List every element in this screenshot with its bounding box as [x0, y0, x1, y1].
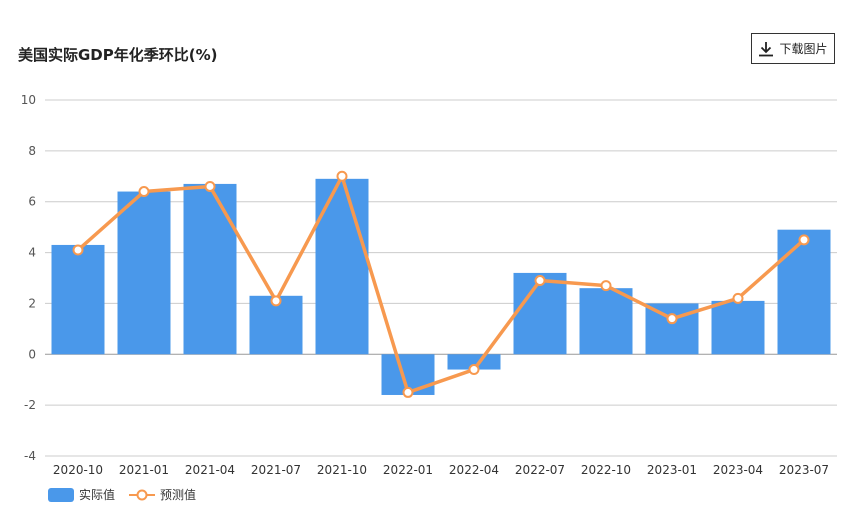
download-icon	[759, 41, 774, 56]
forecast-point-2022-01	[402, 386, 414, 398]
x-axis: 2020-10 2021-01 2021-04 2021-07 2021-10 2022-…	[53, 463, 829, 477]
y-tick-label: 6	[28, 195, 36, 209]
x-tick-label: 2023-07	[779, 463, 829, 477]
legend-item-forecast[interactable]: 预测值	[129, 486, 196, 503]
y-tick-label: 4	[28, 246, 36, 260]
forecast-point-2021-04	[204, 180, 216, 192]
bar-2020-10	[51, 244, 105, 355]
x-tick-label: 2020-10	[53, 463, 103, 477]
grid-lines	[45, 99, 837, 457]
bar-2022-10	[579, 288, 633, 355]
legend-label-actual: 实际值	[79, 488, 116, 502]
y-tick-label: -4	[24, 449, 36, 463]
y-tick-label: 8	[28, 144, 36, 158]
legend-line-swatch	[129, 489, 156, 500]
forecast-point-2023-07	[798, 234, 810, 246]
forecast-point-2022-04	[468, 364, 480, 376]
y-tick-label: 10	[21, 93, 36, 107]
download-label: 下载图片	[779, 42, 828, 56]
x-tick-label: 2021-01	[119, 463, 169, 477]
bar-2022-04	[447, 354, 501, 370]
line-series	[72, 170, 810, 398]
forecast-point-2021-07	[270, 295, 282, 307]
forecast-point-2022-07	[534, 275, 546, 287]
gdp-chart: 10 8 6 4 2 0 -2 -4 2020-10 2021-01 2021-04 2021-07…	[21, 93, 837, 477]
x-tick-label: 2023-04	[713, 463, 763, 477]
y-tick-label: 0	[28, 347, 36, 361]
forecast-line	[76, 174, 806, 395]
x-tick-label: 2021-10	[317, 463, 367, 477]
bar-series	[51, 178, 831, 395]
y-tick-label: 2	[28, 296, 36, 310]
bar-2022-07	[513, 272, 567, 355]
chart-title: 美国实际GDP年化季环比(%)	[18, 46, 218, 64]
bar-2021-04	[183, 183, 237, 355]
forecast-point-2020-10	[72, 244, 84, 256]
bar-2021-10	[315, 178, 369, 355]
bar-2023-04	[711, 300, 765, 355]
x-tick-label: 2022-07	[515, 463, 565, 477]
legend-item-actual[interactable]: 实际值	[48, 486, 115, 503]
forecast-point-2023-01	[666, 313, 678, 325]
forecast-point-2022-10	[600, 280, 612, 292]
y-tick-label: -2	[24, 398, 36, 412]
forecast-point-2023-04	[732, 292, 744, 304]
bar-2021-01	[117, 191, 171, 355]
legend-bar-swatch	[48, 487, 74, 502]
bar-2023-07	[777, 229, 831, 355]
x-tick-label: 2022-01	[383, 463, 433, 477]
legend-label-forecast: 预测值	[160, 488, 197, 502]
x-tick-label: 2021-04	[185, 463, 235, 477]
forecast-point-2021-10	[336, 170, 348, 182]
legend: 实际值 预测值	[48, 486, 210, 503]
x-tick-label: 2021-07	[251, 463, 301, 477]
x-tick-label: 2022-10	[581, 463, 631, 477]
x-tick-label: 2022-04	[449, 463, 499, 477]
forecast-point-2021-01	[138, 186, 150, 198]
x-tick-label: 2023-01	[647, 463, 697, 477]
y-axis: 10 8 6 4 2 0 -2 -4	[21, 93, 36, 463]
download-image-button[interactable]: 下载图片	[751, 33, 835, 64]
